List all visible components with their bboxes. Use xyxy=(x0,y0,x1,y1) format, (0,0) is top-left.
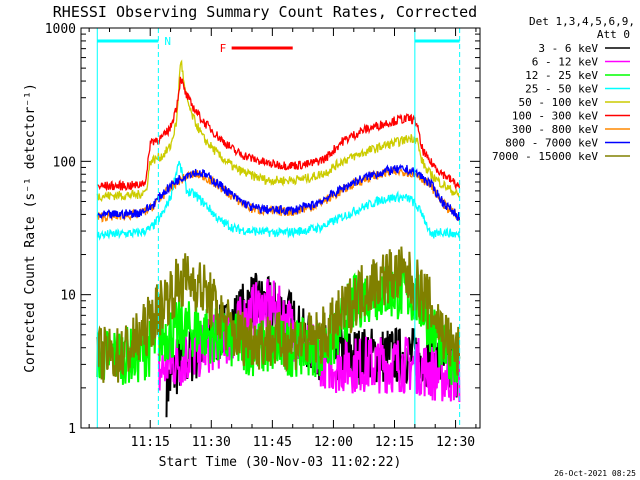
x-tick-label-3: 12:00 xyxy=(314,435,353,450)
bar-label-2: F xyxy=(220,42,227,55)
axis-ticks: 11:15 11:30 11:45 12:00 12:15 12:30 1 10 100 1000 xyxy=(45,22,480,450)
legend-label-2: 12 - 25 keV xyxy=(525,69,598,82)
y-tick-label-1: 10 xyxy=(60,289,76,304)
x-tick-label-2: 11:45 xyxy=(253,435,292,450)
x-tick-label-0: 11:15 xyxy=(131,435,170,450)
legend-label-7: 800 - 7000 keV xyxy=(505,137,598,150)
legend-header-line-1: Det 1,3,4,5,6,9, xyxy=(529,15,635,28)
series-trace-3 xyxy=(96,160,461,241)
series-trace-7 xyxy=(96,163,461,222)
plot-frame xyxy=(80,27,481,429)
legend-header-line-2: Att 0 xyxy=(597,28,630,41)
x-axis-label: Start Time (30-Nov-03 11:02:22) xyxy=(159,455,402,470)
legend-label-3: 25 - 50 keV xyxy=(525,83,598,96)
observing-bars: NF xyxy=(97,35,460,55)
legend-label-1: 6 - 12 keV xyxy=(532,56,599,69)
y-tick-label-2: 100 xyxy=(53,155,76,170)
legend-label-0: 3 - 6 keV xyxy=(538,42,598,55)
x-tick-label-5: 12:30 xyxy=(436,435,475,450)
legend-label-8: 7000 - 15000 keV xyxy=(492,150,598,163)
series-traces xyxy=(96,59,461,418)
series-trace-5 xyxy=(97,76,461,192)
generation-timestamp: 26-Oct-2021 08:25 xyxy=(554,469,636,478)
x-tick-label-4: 12:15 xyxy=(375,435,414,450)
y-axis-label: Corrected Count Rate (s⁻¹ detector⁻¹) xyxy=(23,83,38,373)
legend-label-6: 300 - 800 keV xyxy=(512,123,598,136)
legend-label-5: 100 - 300 keV xyxy=(512,110,598,123)
y-tick-label-3: 1000 xyxy=(45,22,76,37)
x-tick-label-1: 11:30 xyxy=(192,435,231,450)
series-trace-8 xyxy=(96,246,461,383)
y-tick-label-0: 1 xyxy=(68,422,76,437)
chart-title: RHESSI Observing Summary Count Rates, Co… xyxy=(53,3,477,21)
series-trace-4 xyxy=(96,59,460,203)
legend-label-4: 50 - 100 keV xyxy=(519,96,599,109)
time-markers xyxy=(96,28,461,428)
bar-label-0: N xyxy=(164,35,171,48)
